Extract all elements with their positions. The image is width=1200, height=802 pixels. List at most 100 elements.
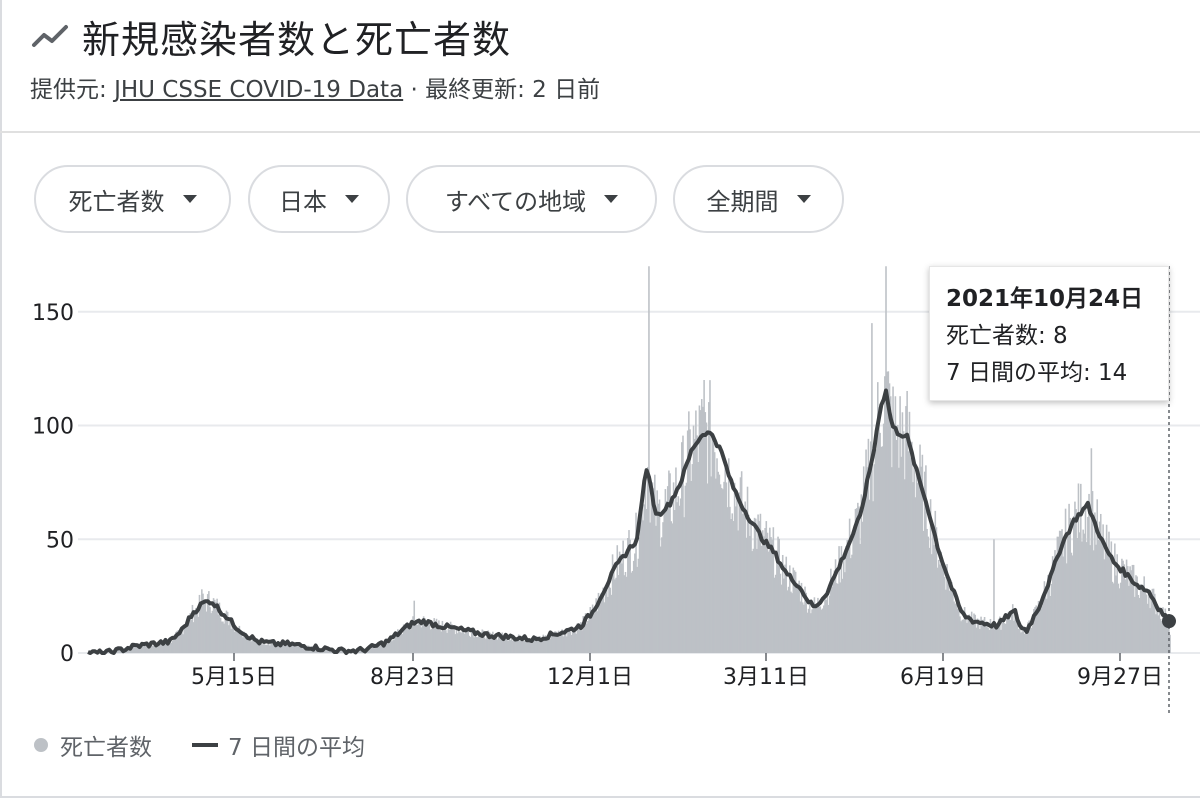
deaths-bar bbox=[858, 506, 860, 653]
deaths-bar bbox=[243, 631, 245, 653]
deaths-bar bbox=[808, 599, 811, 653]
hover-point bbox=[1162, 614, 1176, 629]
deaths-bar bbox=[688, 411, 690, 653]
deaths-bar bbox=[431, 628, 433, 653]
deaths-bar bbox=[462, 629, 465, 653]
deaths-bar bbox=[683, 517, 685, 653]
deaths-bar bbox=[560, 632, 562, 653]
deaths-bar bbox=[1124, 579, 1127, 653]
deaths-bar bbox=[128, 648, 130, 653]
deaths-bar bbox=[520, 639, 522, 653]
deaths-bar bbox=[1051, 556, 1054, 653]
deaths-bar bbox=[1163, 619, 1165, 653]
deaths-bar bbox=[757, 514, 759, 653]
deaths-bar bbox=[192, 622, 195, 653]
deaths-bar bbox=[874, 431, 877, 653]
deaths-bar bbox=[478, 635, 480, 653]
deaths-bar bbox=[918, 481, 920, 653]
deaths-bar bbox=[882, 423, 885, 653]
deaths-bar bbox=[1031, 625, 1034, 653]
deaths-bar bbox=[656, 490, 658, 653]
deaths-bar bbox=[391, 641, 393, 653]
deaths-bar bbox=[1142, 586, 1144, 653]
deaths-bar bbox=[736, 494, 738, 653]
deaths-bar bbox=[233, 631, 236, 653]
deaths-bar bbox=[946, 564, 948, 653]
period-dropdown[interactable]: 全期間 bbox=[673, 165, 844, 233]
deaths-bar bbox=[665, 500, 668, 653]
deaths-bar bbox=[182, 634, 184, 653]
deaths-bar bbox=[638, 537, 641, 653]
country-dropdown[interactable]: 日本 bbox=[248, 165, 390, 233]
deaths-bar bbox=[1001, 622, 1003, 653]
deaths-bar bbox=[747, 514, 750, 653]
deaths-bar bbox=[1097, 539, 1100, 653]
deaths-bar bbox=[1089, 545, 1091, 653]
deaths-bar bbox=[928, 547, 931, 653]
deaths-bar bbox=[172, 636, 175, 653]
deaths-bar bbox=[1078, 532, 1081, 653]
deaths-chart[interactable]: 0 50 100 150 5月15日 8月23日 12月1日 3月11日 6月19日 9月27日 bbox=[0, 250, 1200, 730]
deaths-bar bbox=[171, 640, 174, 653]
deaths-bar bbox=[662, 522, 664, 653]
metric-dropdown[interactable]: 死亡者数 bbox=[34, 165, 231, 233]
deaths-bar bbox=[381, 644, 384, 653]
deaths-bar bbox=[1143, 576, 1145, 653]
deaths-bar bbox=[723, 481, 725, 653]
deaths-bar bbox=[872, 501, 874, 653]
deaths-bar bbox=[779, 573, 782, 653]
region-dropdown[interactable]: すべての地域 bbox=[406, 165, 657, 233]
deaths-bar bbox=[956, 608, 959, 653]
deaths-bar bbox=[752, 548, 755, 653]
deaths-bar bbox=[1095, 544, 1097, 653]
deaths-bar bbox=[784, 564, 786, 653]
deaths-bar bbox=[601, 598, 603, 653]
deaths-bar bbox=[600, 593, 602, 653]
deaths-bar bbox=[283, 642, 285, 653]
deaths-bar bbox=[262, 644, 264, 653]
deaths-bar bbox=[742, 513, 744, 653]
deaths-bar bbox=[528, 641, 531, 653]
deaths-bar bbox=[781, 554, 784, 653]
deaths-bar bbox=[1019, 623, 1021, 653]
deaths-bar bbox=[237, 630, 239, 653]
deaths-bar bbox=[1029, 624, 1032, 653]
deaths-bar bbox=[941, 558, 944, 653]
deaths-bar bbox=[1023, 633, 1026, 653]
deaths-bar bbox=[442, 628, 445, 653]
deaths-bar bbox=[837, 583, 839, 653]
deaths-bar bbox=[761, 530, 764, 653]
deaths-bar bbox=[449, 621, 452, 653]
deaths-bar bbox=[887, 371, 890, 653]
deaths-bar bbox=[447, 629, 450, 653]
deaths-bar bbox=[737, 530, 739, 653]
deaths-bar bbox=[842, 559, 845, 653]
deaths-bar bbox=[421, 622, 424, 653]
deaths-bar bbox=[1022, 626, 1025, 653]
deaths-bar bbox=[712, 443, 715, 653]
deaths-bar bbox=[1054, 550, 1056, 653]
deaths-bar bbox=[792, 567, 795, 653]
deaths-bar bbox=[1021, 631, 1023, 653]
deaths-bar bbox=[222, 621, 224, 653]
deaths-bar bbox=[176, 630, 178, 653]
deaths-bar bbox=[648, 266, 650, 653]
deaths-bar bbox=[700, 399, 703, 653]
deaths-bar bbox=[562, 636, 565, 653]
deaths-bar bbox=[398, 635, 400, 653]
deaths-bar bbox=[619, 553, 622, 653]
source-link[interactable]: JHU CSSE COVID-19 Data bbox=[114, 77, 404, 103]
deaths-bar bbox=[860, 494, 863, 653]
deaths-bar bbox=[422, 616, 425, 653]
deaths-bar bbox=[1040, 608, 1042, 653]
deaths-bar bbox=[702, 406, 704, 653]
deaths-bar bbox=[556, 636, 559, 653]
deaths-bar bbox=[535, 635, 538, 653]
deaths-bar bbox=[494, 637, 497, 653]
deaths-bar bbox=[920, 466, 922, 653]
deaths-bar bbox=[987, 627, 989, 653]
deaths-bar bbox=[651, 482, 654, 653]
deaths-bar bbox=[1088, 493, 1090, 653]
deaths-bar bbox=[445, 630, 447, 653]
deaths-bar bbox=[151, 645, 154, 653]
